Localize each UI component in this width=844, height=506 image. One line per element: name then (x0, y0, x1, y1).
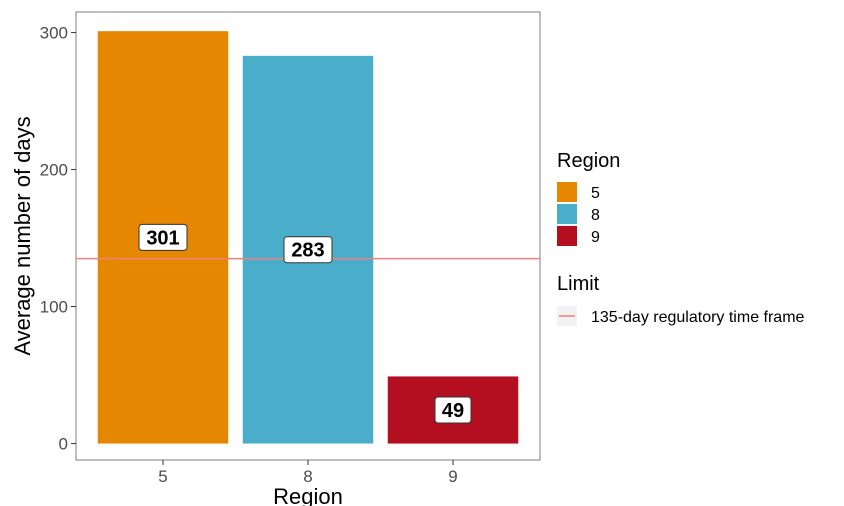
legend-region-title: Region (557, 150, 620, 172)
x-tick-label: 9 (448, 467, 457, 486)
legend-swatch-5 (557, 182, 577, 202)
y-tick-label: 100 (40, 298, 68, 317)
legend-label-5: 5 (591, 185, 600, 202)
legend-limit-title: Limit (557, 273, 600, 295)
legend-limit-label: 135-day regulatory time frame (591, 309, 805, 326)
y-tick-label: 200 (40, 161, 68, 180)
legend-region: Region 5 8 9 (557, 150, 620, 246)
x-axis: 5 8 9 (158, 460, 458, 486)
legend-label-9: 9 (591, 229, 600, 246)
x-axis-title: Region (273, 484, 343, 506)
value-label-text: 283 (291, 240, 324, 262)
y-axis-title: Average number of days (10, 116, 35, 355)
legend-label-8: 8 (591, 207, 600, 224)
value-labels: 301 283 49 (138, 223, 472, 424)
value-label-8: 283 (283, 236, 333, 264)
value-label-box (434, 396, 472, 424)
y-tick-label: 0 (59, 435, 68, 454)
value-label-text: 301 (146, 227, 179, 249)
legend-limit: Limit 135-day regulatory time frame (557, 273, 805, 326)
x-tick-label: 5 (158, 467, 167, 486)
value-label-text: 49 (442, 400, 464, 422)
value-label-box (138, 223, 188, 251)
y-axis: 0 100 200 300 (40, 24, 76, 454)
legend-swatch-9 (557, 226, 577, 246)
value-label-5: 301 (138, 223, 188, 251)
legend-swatch-8 (557, 204, 577, 224)
x-tick-label: 8 (303, 467, 312, 486)
value-label-9: 49 (434, 396, 472, 424)
value-label-box (283, 236, 333, 264)
y-tick-label: 300 (40, 24, 68, 43)
